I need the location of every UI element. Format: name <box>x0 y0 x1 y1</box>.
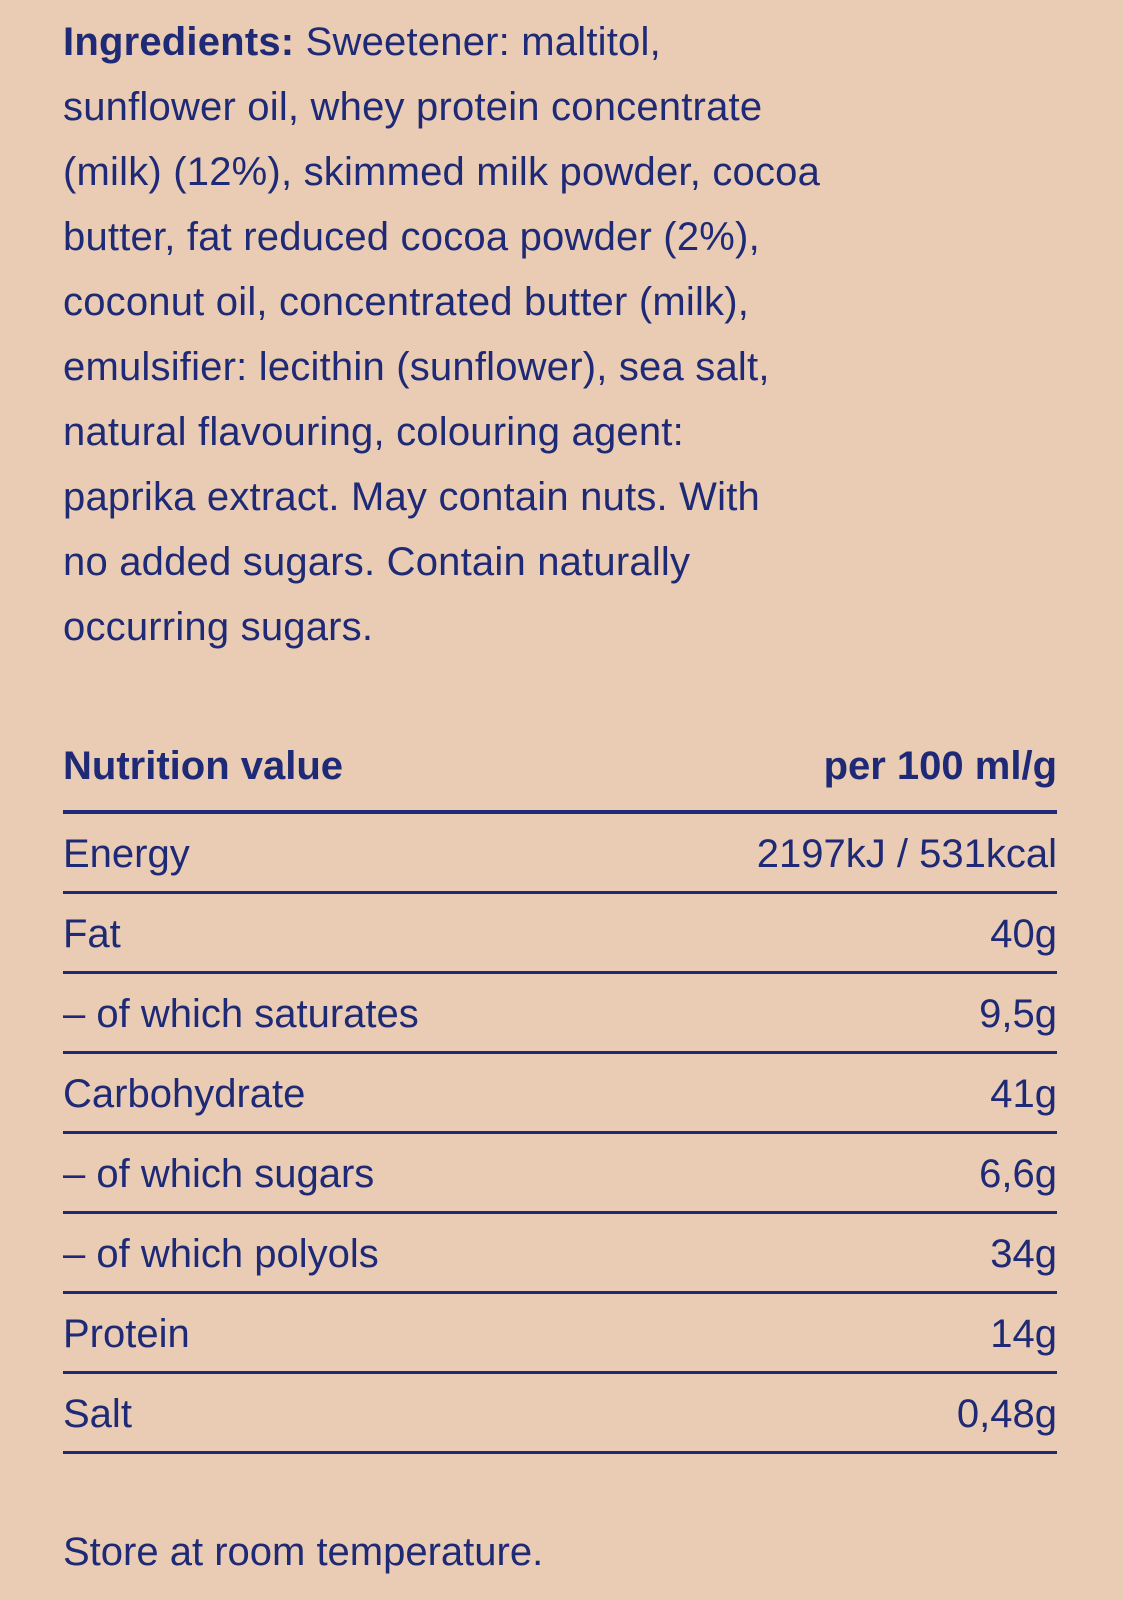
row-value: 14g <box>990 1312 1057 1356</box>
table-row-energy: Energy 2197kJ / 531kcal <box>63 814 1057 894</box>
ingredients-line: occurring sugars. <box>63 605 374 649</box>
ingredients-line: butter, fat reduced cocoa powder (2%), <box>63 215 760 259</box>
ingredients-line: paprika extract. May contain nuts. With <box>63 475 760 519</box>
row-label: Fat <box>63 912 121 956</box>
row-label: Carbohydrate <box>63 1072 306 1116</box>
ingredients-line: coconut oil, concentrated butter (milk), <box>63 280 750 324</box>
row-label: – of which sugars <box>63 1152 375 1196</box>
row-value: 6,6g <box>979 1152 1057 1196</box>
table-row-protein: Protein 14g <box>63 1294 1057 1374</box>
row-value: 34g <box>990 1232 1057 1276</box>
table-row-polyols: – of which polyols 34g <box>63 1214 1057 1294</box>
ingredients-line: Ingredients: Sweetener: maltitol, <box>63 10 1057 75</box>
row-value: 40g <box>990 912 1057 956</box>
nutrition-header-unit: per 100 ml/g <box>823 744 1057 788</box>
ingredients-line: no added sugars. Contain naturally <box>63 540 691 584</box>
table-row-salt: Salt 0,48g <box>63 1374 1057 1454</box>
ingredients-heading: Ingredients: <box>63 20 295 64</box>
ingredients-line: emulsifier: lecithin (sunflower), sea sa… <box>63 345 770 389</box>
row-label: – of which saturates <box>63 992 419 1036</box>
table-row-carbohydrate: Carbohydrate 41g <box>63 1054 1057 1134</box>
row-value: 41g <box>990 1072 1057 1116</box>
ingredients-text: Sweetener: maltitol, <box>294 20 661 64</box>
row-value: 2197kJ / 531kcal <box>756 832 1057 876</box>
row-label: Energy <box>63 832 190 876</box>
row-value: 0,48g <box>956 1392 1057 1436</box>
ingredients-line: sunflower oil, whey protein concentrate <box>63 85 763 129</box>
table-row-saturates: – of which saturates 9,5g <box>63 974 1057 1054</box>
nutrition-table: Nutrition value per 100 ml/g Energy 2197… <box>63 742 1057 1454</box>
ingredients-line: (milk) (12%), skimmed milk powder, cocoa <box>63 150 821 194</box>
table-row-sugars: – of which sugars 6,6g <box>63 1134 1057 1214</box>
table-row-fat: Fat 40g <box>63 894 1057 974</box>
storage-instruction: Store at room temperature. <box>63 1530 544 1574</box>
row-label: – of which polyols <box>63 1232 379 1276</box>
ingredients-line: natural flavouring, colouring agent: <box>63 410 684 454</box>
ingredients-paragraph: Ingredients: Sweetener: maltitol, sunflo… <box>63 10 1057 660</box>
nutrition-header-title: Nutrition value <box>63 744 344 788</box>
row-value: 9,5g <box>979 992 1057 1036</box>
nutrition-table-header: Nutrition value per 100 ml/g <box>63 742 1057 814</box>
row-label: Salt <box>63 1392 132 1436</box>
row-label: Protein <box>63 1312 190 1356</box>
